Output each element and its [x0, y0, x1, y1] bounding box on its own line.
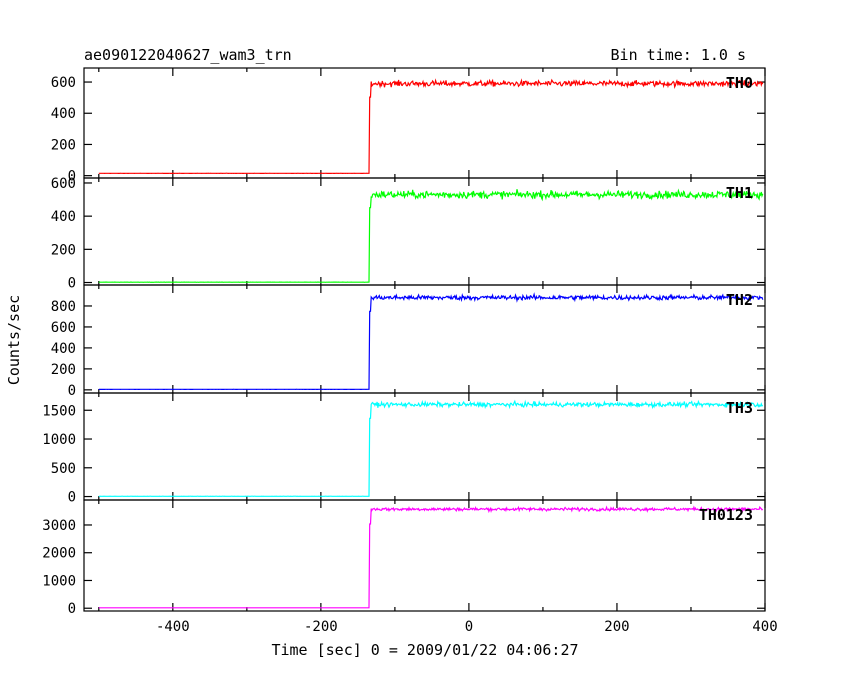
series-line-th0: [98, 78, 764, 175]
y-axis-label: Counts/sec: [5, 295, 23, 385]
x-tick-label: 400: [752, 619, 777, 635]
y-tick-label: 200: [51, 242, 76, 258]
panel-label-th2: TH2: [726, 291, 753, 309]
y-tick-label: 0: [68, 383, 76, 399]
chart-title: ae090122040627_wam3_trn: [84, 46, 292, 64]
x-tick-label: -400: [156, 619, 190, 635]
y-tick-label: 0: [68, 601, 76, 617]
series-line-th2: [98, 292, 764, 391]
panel-label-th1: TH1: [726, 184, 753, 202]
y-tick-label: 200: [51, 362, 76, 378]
panels-group: 0 200 400 600 TH0 0 200 400 600 TH1 0 200 400 600 800 T…: [42, 67, 778, 635]
series-line-th1: [98, 188, 764, 283]
panel-label-th3: TH3: [726, 399, 753, 417]
y-tick-label: 2000: [42, 546, 76, 562]
series-line-th0123: [98, 505, 764, 609]
x-tick-label: -200: [304, 619, 338, 635]
panel-label-th0: TH0: [726, 74, 753, 92]
y-tick-label: 400: [51, 341, 76, 357]
y-tick-label: 3000: [42, 518, 76, 534]
panel-frame-th1: [83, 177, 766, 286]
y-tick-label: 400: [51, 106, 76, 122]
y-tick-label: 400: [51, 209, 76, 225]
y-tick-label: 1500: [42, 403, 76, 419]
y-tick-label: 0: [68, 169, 76, 185]
panel-frame-th3: [83, 392, 766, 501]
x-axis-label: Time [sec] 0 = 2009/01/22 04:06:27: [271, 641, 578, 659]
y-tick-label: 1000: [42, 573, 76, 589]
x-tick-label: 200: [604, 619, 629, 635]
y-tick-label: 600: [51, 320, 76, 336]
x-tick-label: 0: [465, 619, 473, 635]
panel-frame-th0123: [83, 499, 766, 612]
y-tick-label: 500: [51, 461, 76, 477]
y-tick-label: 600: [51, 75, 76, 91]
y-tick-label: 600: [51, 176, 76, 192]
y-tick-label: 0: [68, 490, 76, 506]
series-line-th3: [98, 399, 764, 497]
y-tick-label: 200: [51, 137, 76, 153]
y-tick-label: 1000: [42, 432, 76, 448]
panel-frame-th2: [83, 284, 766, 394]
bin-time-label: Bin time: 1.0 s: [611, 46, 746, 64]
panel-label-th0123: TH0123: [699, 506, 753, 524]
y-tick-label: 0: [68, 276, 76, 292]
y-tick-label: 800: [51, 299, 76, 315]
